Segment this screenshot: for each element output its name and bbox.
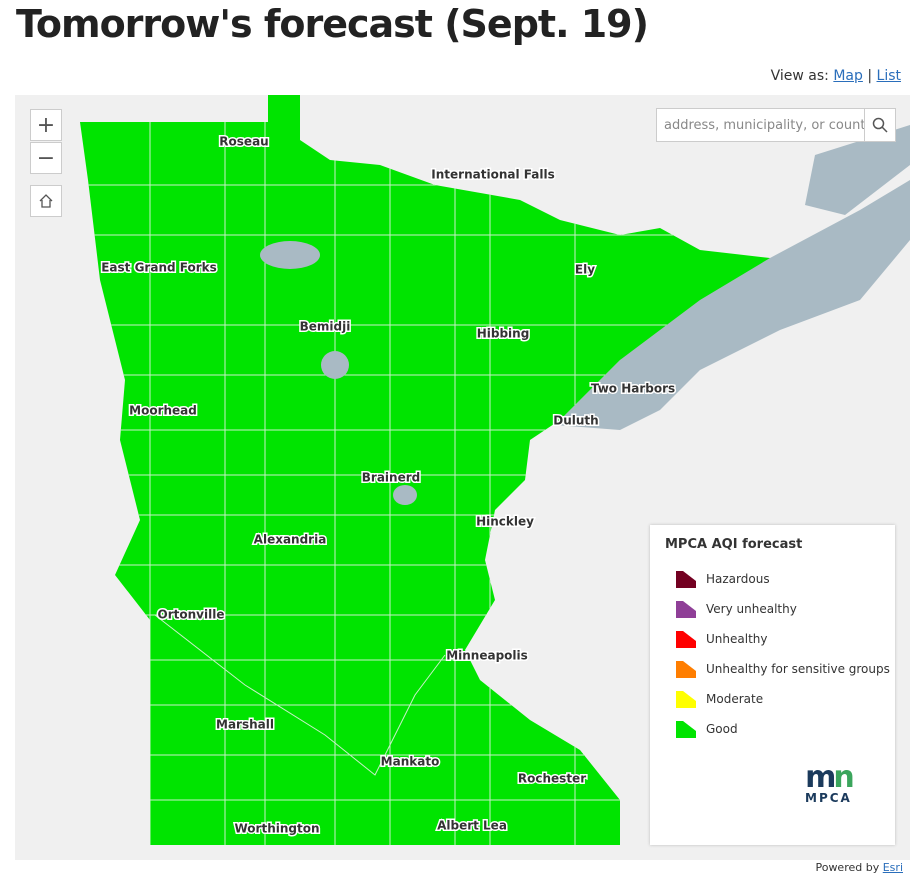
swatch-shape — [676, 691, 696, 708]
map-canvas: Roseau International Falls East Grand Fork… — [80, 95, 910, 845]
legend-item: Unhealthy — [675, 629, 767, 649]
esri-link[interactable]: Esri — [882, 861, 903, 874]
swatch-shape — [676, 631, 696, 648]
search-placeholder: address, municipality, or count — [664, 117, 864, 133]
footer: Powered by Esri — [815, 861, 903, 874]
separator: | — [867, 68, 873, 84]
legend-label: Very unhealthy — [706, 602, 797, 616]
zoom-in[interactable]: + — [30, 109, 62, 141]
city-label: Albert Lea — [437, 819, 507, 833]
logo: mn MPCA — [805, 760, 855, 806]
city-label: Worthington — [234, 822, 319, 836]
city-label: Ortonville — [158, 608, 225, 622]
city-label: Mankato — [381, 755, 440, 769]
lake — [805, 125, 910, 215]
legend-swatch — [676, 721, 696, 738]
city-label: Moorhead — [129, 404, 197, 418]
legend-swatch — [676, 601, 696, 618]
city-label: International Falls — [431, 168, 554, 182]
swatch-shape — [676, 721, 696, 738]
legend-label: Moderate — [706, 692, 764, 706]
city-label: Alexandria — [254, 533, 327, 547]
legend-item: Very unhealthy — [675, 599, 797, 619]
legend-title: MPCA AQI forecast — [665, 537, 803, 552]
legend-swatch — [676, 571, 696, 588]
legend-swatch — [676, 691, 696, 708]
legend-label: Unhealthy for sensitive groups — [706, 662, 890, 676]
city-label: Hibbing — [477, 327, 530, 341]
map-link[interactable]: Map — [833, 68, 863, 84]
search-box[interactable]: address, municipality, or count — [656, 108, 896, 142]
list-link[interactable]: List — [876, 68, 901, 84]
city-label: Roseau — [219, 135, 268, 149]
swatch-shape — [676, 661, 696, 678]
powered-by: Powered by — [815, 861, 880, 874]
map[interactable]: Roseau International Falls East Grand Fork… — [15, 95, 910, 860]
lake-superior — [555, 180, 910, 430]
logo-text: MPCA — [805, 791, 852, 805]
city-label: Duluth — [553, 414, 598, 428]
legend-label: Good — [706, 722, 738, 736]
swatch-shape — [676, 571, 696, 588]
legend-item: Hazardous — [675, 569, 770, 589]
city-label: Brainerd — [362, 471, 420, 485]
city-label: Marshall — [216, 718, 274, 732]
search-button[interactable] — [864, 109, 895, 141]
legend-swatch — [676, 661, 696, 678]
legend-label: Hazardous — [706, 572, 770, 586]
city-label: Rochester — [518, 772, 586, 786]
home-icon — [39, 194, 53, 208]
page-title: Tomorrow's forecast (Sept. 19) — [16, 2, 649, 46]
legend-item: Moderate — [675, 689, 763, 709]
city-label: Bemidji — [300, 320, 351, 334]
legend-item: Good — [675, 719, 738, 739]
legend-item: Unhealthy for sensitive groups — [675, 659, 890, 679]
city-label: Ely — [575, 263, 595, 277]
city-label: East Grand Forks — [101, 261, 217, 275]
legend-label: Unhealthy — [706, 632, 768, 646]
view-as: View as: Map | List — [771, 68, 901, 84]
city-label: Two Harbors — [591, 382, 675, 396]
legend: MPCA AQI forecast mn MPCA Hazardous Very u… — [650, 525, 895, 845]
home-button[interactable] — [30, 185, 62, 217]
zoom-out[interactable]: − — [30, 142, 62, 174]
swatch-shape — [676, 601, 696, 618]
view-as-label: View as: — [770, 68, 829, 84]
city-label: Hinckley — [476, 515, 534, 529]
legend-swatch — [676, 631, 696, 648]
search-icon — [872, 117, 888, 133]
logo-mark: mn — [805, 760, 855, 795]
city-label: Minneapolis — [446, 649, 528, 663]
